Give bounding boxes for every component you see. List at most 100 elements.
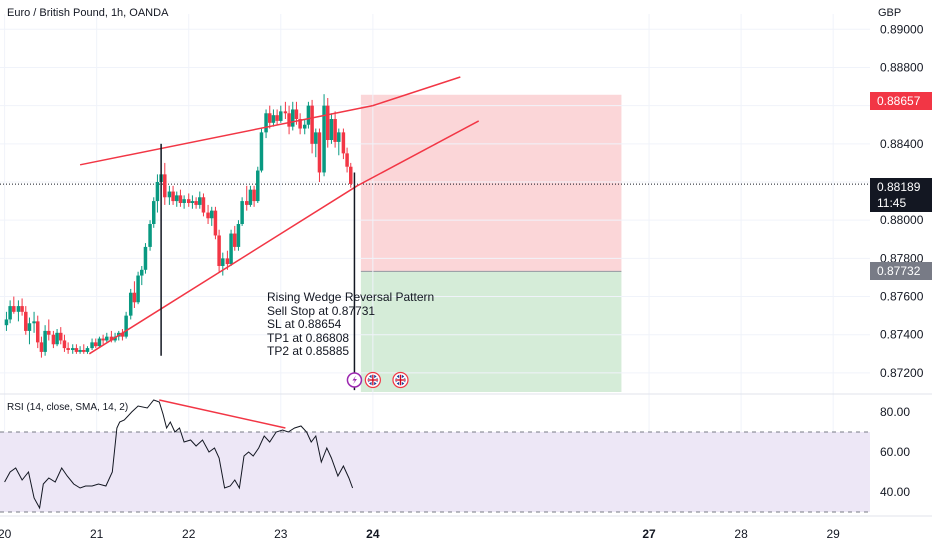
candle bbox=[341, 132, 346, 154]
pattern-annotation[interactable]: Rising Wedge Reversal Pattern Sell Stop … bbox=[267, 290, 434, 359]
x-tick-label: 23 bbox=[274, 527, 288, 541]
y-tick-label: 0.87400 bbox=[880, 328, 924, 342]
candle bbox=[105, 336, 109, 341]
y-tick-label: 0.88800 bbox=[880, 60, 924, 74]
candle bbox=[271, 115, 276, 123]
trend-line bbox=[356, 120, 480, 187]
candle bbox=[78, 350, 82, 352]
candle bbox=[148, 224, 152, 247]
candle bbox=[333, 119, 337, 142]
annotation-line: TP1 at 0.86808 bbox=[267, 330, 350, 345]
candle bbox=[229, 233, 233, 265]
candle bbox=[264, 113, 268, 133]
candle bbox=[298, 119, 302, 129]
trend-lines[interactable] bbox=[79, 76, 480, 391]
candle bbox=[267, 113, 272, 123]
y-tick-label: 0.88400 bbox=[880, 137, 924, 151]
stop-loss-zone bbox=[360, 94, 622, 272]
candle bbox=[206, 212, 210, 219]
candle bbox=[283, 111, 288, 114]
candle bbox=[82, 350, 86, 352]
candle bbox=[70, 348, 75, 350]
candle bbox=[124, 315, 128, 337]
candle bbox=[132, 292, 137, 303]
candle bbox=[12, 306, 16, 312]
trend-line bbox=[79, 104, 374, 166]
stop-loss-price-badge: 0.88657 bbox=[870, 92, 932, 110]
candle bbox=[233, 233, 237, 247]
candle bbox=[310, 105, 314, 144]
rsi-tick-label: 60.00 bbox=[880, 445, 910, 459]
x-tick-label: 22 bbox=[182, 527, 196, 541]
rsi-title[interactable]: RSI (14, close, SMA, 14, 2) bbox=[7, 402, 129, 413]
uk-flag-icon[interactable] bbox=[364, 371, 381, 389]
candle bbox=[59, 332, 63, 341]
annotation-line: Sell Stop at 0.87731 bbox=[267, 303, 376, 318]
rsi-divergence-line bbox=[159, 399, 286, 429]
candle bbox=[43, 330, 47, 352]
candle bbox=[294, 109, 299, 119]
candle bbox=[325, 105, 330, 140]
candle bbox=[171, 191, 175, 202]
candle bbox=[4, 319, 9, 326]
x-tick-label: 28 bbox=[734, 527, 748, 541]
candle bbox=[62, 340, 67, 349]
candle bbox=[329, 119, 334, 140]
candle bbox=[136, 275, 140, 303]
uk-flag-icon[interactable] bbox=[392, 371, 409, 389]
candle bbox=[32, 321, 36, 324]
annotation-line: SL at 0.88654 bbox=[267, 317, 342, 331]
candle bbox=[97, 338, 102, 347]
candle bbox=[109, 336, 114, 341]
lightning-icon[interactable] bbox=[346, 372, 363, 388]
candle bbox=[248, 189, 253, 205]
candle bbox=[279, 111, 283, 121]
x-tick-label: 20 bbox=[0, 527, 12, 541]
chart-title: Euro / British Pound, 1h, OANDA bbox=[7, 7, 169, 19]
candle bbox=[16, 306, 21, 312]
candle bbox=[198, 197, 202, 205]
candle bbox=[93, 342, 98, 347]
axes: 0.87200 0.87400 0.87600 0.87800 0.88000 0.884… bbox=[0, 22, 932, 541]
candle bbox=[201, 197, 206, 213]
grid bbox=[0, 14, 870, 512]
candle bbox=[259, 132, 264, 171]
candle bbox=[213, 210, 218, 236]
y-tick-label: 0.88000 bbox=[880, 213, 924, 227]
candle bbox=[27, 323, 32, 331]
candle bbox=[275, 115, 279, 121]
candle bbox=[217, 235, 221, 266]
candle bbox=[287, 113, 291, 127]
y-tick-label: 0.87200 bbox=[880, 366, 924, 380]
trend-line bbox=[88, 185, 358, 355]
candle bbox=[302, 124, 307, 129]
take-profit-zone bbox=[360, 271, 622, 392]
candle bbox=[252, 189, 256, 202]
event-markers[interactable] bbox=[346, 371, 409, 389]
candle bbox=[209, 210, 214, 219]
x-tick-label: 27 bbox=[642, 527, 656, 541]
candle bbox=[240, 201, 244, 224]
candle bbox=[236, 224, 241, 247]
current-price-badge: 0.88189 11:45 bbox=[870, 178, 932, 212]
candle bbox=[163, 174, 167, 198]
annotation-line: TP2 at 0.85885 bbox=[267, 344, 350, 358]
candle bbox=[143, 246, 148, 270]
candle bbox=[186, 199, 191, 203]
x-tick-label: 29 bbox=[826, 527, 840, 541]
candle bbox=[337, 132, 341, 142]
candle bbox=[306, 105, 311, 125]
candle bbox=[225, 258, 230, 265]
candle bbox=[151, 201, 156, 224]
y-tick-label: 0.89000 bbox=[880, 22, 924, 36]
candle bbox=[35, 321, 40, 343]
candle bbox=[120, 332, 125, 337]
candle bbox=[113, 336, 117, 341]
candle bbox=[314, 132, 318, 144]
trend-line bbox=[372, 76, 461, 107]
rsi-tick-label: 80.00 bbox=[880, 405, 910, 419]
candle bbox=[47, 330, 51, 335]
candle bbox=[256, 170, 260, 202]
candle bbox=[322, 105, 326, 173]
